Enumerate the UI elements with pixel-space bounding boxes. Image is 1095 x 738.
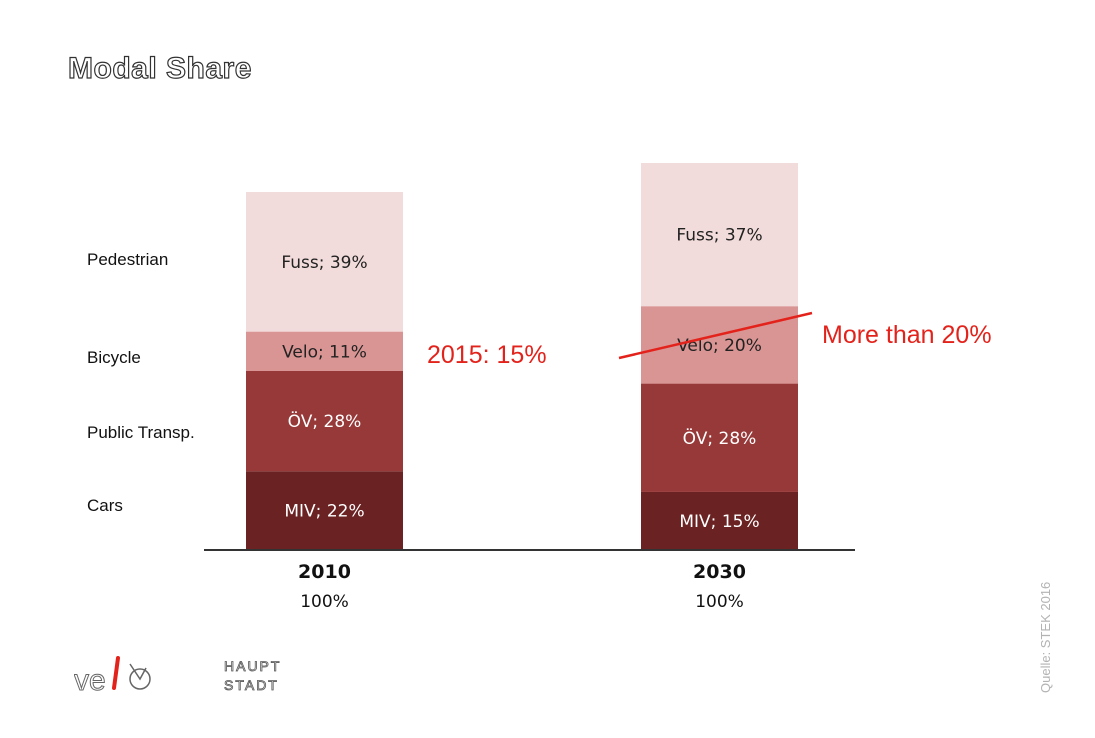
row-label-cars: Cars [87,496,123,515]
data-label-fuss-2030: Fuss; 37% [676,226,762,246]
bars-group: MIV; 22% ÖV; 28% Velo; 11% Fuss; 39% MIV; 15… [246,163,798,550]
data-label-miv-2010: MIV; 22% [284,502,364,522]
total-label-2030: 100% [695,592,744,612]
bar-segment-öv-2010 [246,371,403,472]
bar-segment-fuss-2010 [246,192,403,332]
bar-segment-velo-2010 [246,331,403,371]
x-tick-label-2010: 2010 [298,561,351,583]
data-label-öv-2010: ÖV; 28% [288,410,362,432]
total-label-2010: 100% [300,592,349,612]
row-label-public-transport: Public Transp. [87,423,195,442]
velo-hauptstadt-logo: ve HAUPT STADT [74,652,280,698]
bar-segment-fuss-2030 [641,163,798,307]
annotation-2015: 2015: 15% [427,341,547,369]
velo-logo-icon: ve [74,656,151,698]
logo-word-haupt: HAUPT [224,658,282,675]
annotation-more-than: More than 20% [822,321,992,349]
page-title: Modal Share [67,51,252,85]
annotation-line [618,311,813,360]
bar-segment-miv-2030 [641,491,798,550]
data-label-miv-2030: MIV; 15% [679,512,759,532]
source-note: Quelle: STEK 2016 [1038,581,1053,693]
row-label-bicycle: Bicycle [87,348,141,367]
row-label-pedestrian: Pedestrian [87,250,169,269]
svg-text:ve: ve [74,664,106,697]
data-label-öv-2030: ÖV; 28% [683,427,757,449]
bar-segment-öv-2030 [641,383,798,492]
x-tick-label-2030: 2030 [693,561,746,583]
data-label-velo-2010: Velo; 11% [282,342,367,362]
bar-segment-velo-2030 [641,306,798,384]
data-label-fuss-2010: Fuss; 39% [281,253,367,273]
data-label-velo-2030: Velo; 20% [677,336,762,356]
logo-word-stadt: STADT [224,677,279,694]
bar-segment-miv-2010 [246,471,403,550]
